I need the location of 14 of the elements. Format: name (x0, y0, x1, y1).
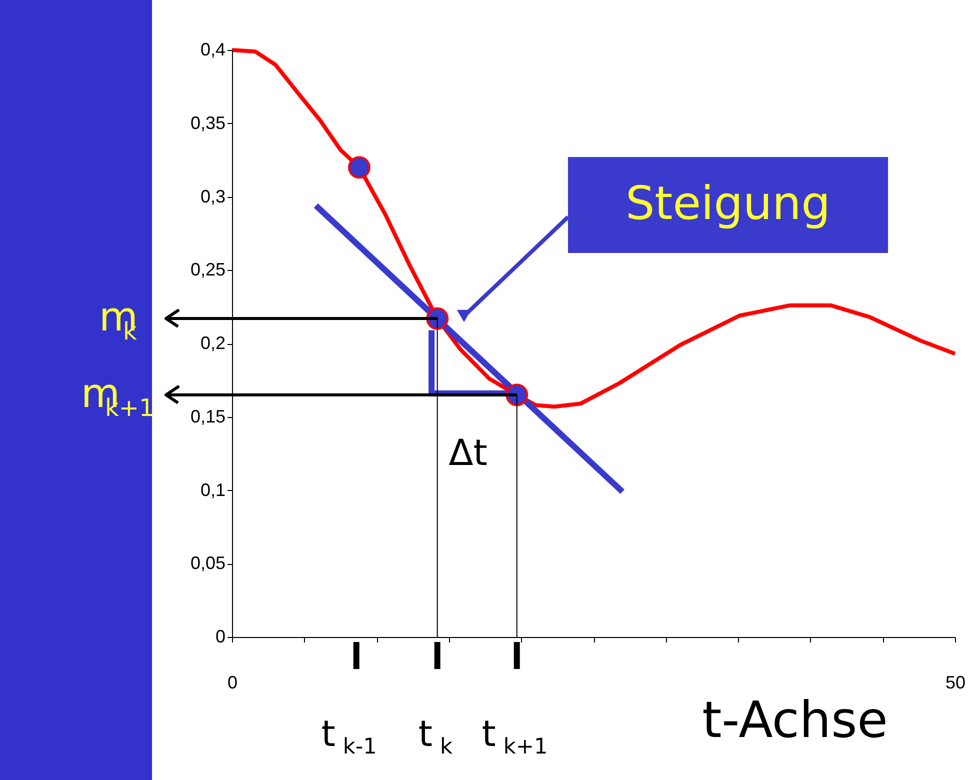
y-tick-label: 0,2 (200, 333, 226, 353)
y-tick-label: 0,4 (200, 40, 226, 60)
x-axis-title: t-Achse (702, 691, 888, 749)
y-tick-label: 0,25 (190, 260, 226, 280)
y-tick-label: 0,05 (190, 553, 226, 574)
x-tick-label: 50 (945, 672, 966, 692)
y-tick-label: 0 (215, 626, 226, 646)
y-tick-label: 0,35 (190, 112, 226, 133)
ref-line-label: mk+1 (81, 370, 154, 422)
annotation: Δt (448, 433, 488, 474)
y-tick-label: 0,1 (200, 480, 226, 500)
annotation: Steigung (625, 176, 831, 230)
y-tick-label: 0,15 (190, 406, 226, 426)
y-tick-label: 0,3 (200, 186, 226, 206)
